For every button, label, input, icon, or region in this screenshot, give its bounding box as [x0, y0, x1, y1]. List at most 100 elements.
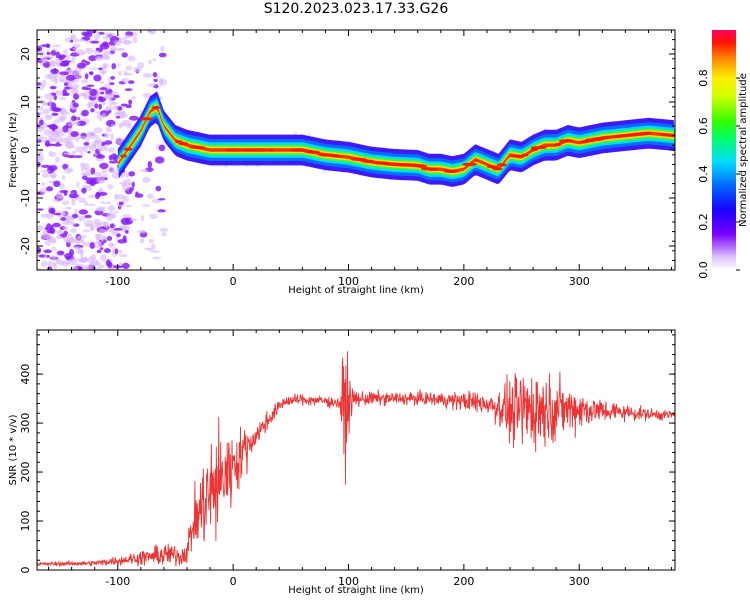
spectrogram-noise-point	[119, 115, 126, 119]
spectrogram-noise-point	[80, 253, 84, 259]
spectrogram-noise-point	[47, 260, 57, 268]
spectrogram-peak	[225, 148, 244, 152]
spectrogram-noise-point	[121, 262, 130, 270]
spectrogram-noise-point	[90, 254, 97, 260]
spectrogram-noise-point	[98, 103, 102, 110]
spectrogram-noise-point	[80, 164, 85, 172]
spectrogram-noise-point	[75, 146, 84, 153]
spectrogram-noise-point	[63, 225, 69, 232]
spectrogram-noise-point	[46, 52, 51, 56]
spectrogram-noise-point	[57, 250, 65, 256]
spectrogram-peak	[509, 154, 523, 158]
spectrogram-noise-point	[116, 110, 125, 115]
spectrogram-noise-point	[106, 236, 113, 241]
spectrogram-noise-point	[37, 208, 44, 211]
spectrogram-noise-point	[117, 70, 123, 76]
spectrogram-noise-point	[90, 108, 95, 113]
spectrogram-noise-point	[76, 49, 85, 56]
spectrogram-noise-point	[81, 109, 89, 117]
spectrogram-noise-point	[109, 82, 115, 86]
spectrogram-noise-point	[37, 224, 44, 232]
spectrogram-noise-point	[141, 204, 151, 207]
spectrogram-noise-point	[105, 259, 111, 267]
spectrogram-noise-point	[99, 221, 110, 226]
spectrogram-noise-point	[50, 151, 57, 158]
spectrogram-noise-point	[148, 60, 152, 65]
spectrogram-noise-point	[72, 213, 79, 219]
spectrogram-noise-point	[125, 229, 129, 234]
spectrogram-noise-point	[65, 206, 72, 210]
spectrogram-noise-point	[123, 34, 133, 38]
spectrogram-noise-point	[122, 37, 128, 41]
spectrogram-noise-point	[51, 246, 57, 251]
spectrogram-peak	[361, 159, 375, 163]
spectrogram-peak	[123, 147, 133, 151]
spectrogram-noise-point	[99, 80, 104, 84]
colorbar-tick-label: 0.8	[697, 69, 710, 87]
spectrogram-noise-point	[114, 210, 119, 214]
spectrogram-noise-point	[100, 254, 107, 262]
spectrogram-noise-point	[73, 72, 82, 79]
spectrogram-noise-point	[140, 169, 149, 173]
spectrogram-y-tick-label: -10	[19, 189, 32, 207]
spectrogram-noise-point	[46, 235, 54, 241]
spectrogram-ridge-band	[117, 95, 675, 183]
snr-y-tick-label: 300	[19, 413, 32, 434]
spectrogram-noise-point	[55, 230, 63, 234]
spectrogram-noise-point	[103, 248, 111, 254]
spectrogram-noise-point	[110, 133, 114, 141]
snr-y-tick-label: 400	[19, 364, 32, 385]
spectrogram-noise-point	[43, 253, 47, 259]
spectrogram-noise-point	[99, 264, 105, 269]
spectrogram-peak	[668, 133, 675, 137]
spectrogram-noise-point	[45, 239, 52, 246]
spectrogram-peak	[267, 148, 275, 152]
spectrogram-x-axis-label: Height of straight line (km)	[288, 285, 424, 296]
spectrogram-noise-point	[78, 209, 89, 215]
spectrogram-noise-point	[55, 192, 63, 200]
spectrogram-noise-point	[60, 217, 67, 221]
spectrogram-peak	[331, 154, 341, 158]
spectrogram-noise-point	[156, 75, 161, 80]
spectrogram-noise-point	[98, 228, 106, 233]
spectrogram-noise-point	[43, 249, 52, 254]
snr-y-tick-label: 100	[19, 511, 32, 532]
spectrogram-noise-point	[109, 243, 117, 247]
spectrogram-noise-point	[65, 219, 69, 223]
spectrogram-noise-point	[158, 79, 163, 86]
spectrogram-noise-point	[108, 160, 119, 164]
spectrogram-noise-point	[77, 234, 87, 239]
spectrogram-noise-point	[161, 232, 167, 237]
spectrogram-noise-point	[94, 222, 102, 229]
spectrogram-noise-point	[75, 258, 82, 262]
spectrogram-noise-point	[88, 144, 97, 152]
spectrogram-y-tick-label: 0	[19, 147, 32, 154]
spectrogram-noise-point	[86, 84, 95, 88]
spectrogram-noise-point	[63, 190, 68, 196]
spectrogram-y-axis-label: Frequency (Hz)	[8, 112, 19, 188]
spectrogram-noise-point	[84, 73, 89, 80]
spectrogram-noise-point	[151, 243, 156, 251]
spectrogram-peak	[443, 169, 459, 173]
spectrogram-y-tick-label: 10	[19, 95, 32, 109]
spectrogram-noise-point	[110, 124, 116, 127]
spectrogram-noise-point	[44, 139, 51, 147]
spectrogram-noise-point	[104, 55, 111, 61]
snr-x-tick-label: 100	[338, 575, 359, 588]
spectrogram-noise-point	[110, 44, 117, 52]
snr-series-line	[37, 351, 675, 568]
spectrogram-noise-point	[101, 141, 106, 146]
spectrogram-noise-point	[80, 151, 84, 156]
spectrogram-noise-point	[62, 200, 70, 206]
spectrogram-noise-point	[51, 92, 57, 96]
spectrogram-noise-point	[52, 143, 62, 147]
spectrogram-noise-point	[125, 204, 133, 208]
spectrogram-noise-point	[83, 220, 94, 228]
spectrogram-noise-point	[81, 86, 89, 91]
spectrogram-noise-point	[75, 246, 83, 250]
snr-x-tick-label: 200	[453, 575, 474, 588]
snr-x-tick-label: 0	[230, 575, 237, 588]
spectrogram-noise-point	[64, 141, 74, 149]
spectrogram-noise-point	[76, 38, 85, 42]
spectrogram-noise-point	[121, 183, 131, 191]
